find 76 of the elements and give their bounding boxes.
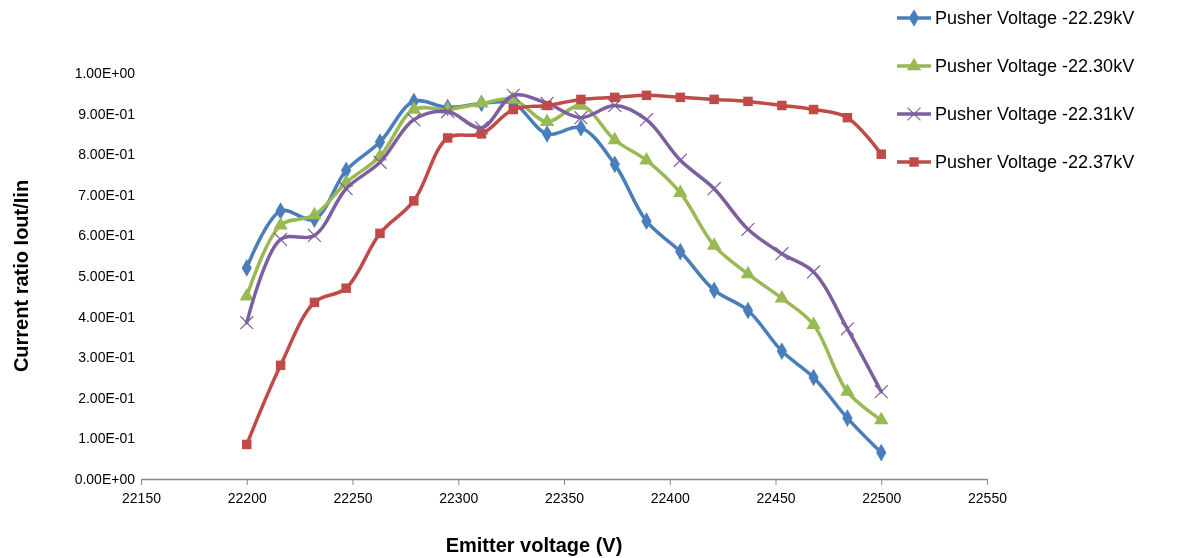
y-tick-label: 1.00E-01 bbox=[78, 430, 136, 447]
point bbox=[573, 110, 588, 125]
point bbox=[474, 120, 489, 135]
y-tick-label: 7.00E-01 bbox=[78, 186, 136, 203]
point bbox=[406, 101, 422, 114]
point bbox=[339, 181, 354, 196]
x-tick-label: 22250 bbox=[333, 489, 373, 506]
point bbox=[607, 131, 622, 145]
y-tick-label: 0.00E+00 bbox=[74, 470, 136, 487]
point bbox=[508, 104, 518, 115]
point bbox=[774, 246, 789, 261]
point bbox=[840, 383, 855, 396]
legend-label: Pusher Voltage -22.37kV bbox=[935, 152, 1135, 172]
x-tick-label: 22200 bbox=[227, 489, 267, 506]
y-tick-label: 9.00E-01 bbox=[78, 105, 136, 122]
point bbox=[840, 321, 855, 336]
y-tick-label: 4.00E-01 bbox=[78, 308, 136, 325]
point bbox=[675, 92, 686, 103]
point bbox=[876, 149, 886, 159]
y-tick-label: 5.00E-01 bbox=[78, 267, 136, 284]
x-tick-label: 22550 bbox=[968, 489, 1008, 506]
point bbox=[273, 232, 288, 247]
point bbox=[542, 100, 552, 111]
point bbox=[239, 287, 254, 301]
point bbox=[706, 237, 722, 250]
point bbox=[239, 315, 254, 330]
x-tick-label: 22150 bbox=[122, 489, 162, 506]
point bbox=[539, 113, 555, 126]
point bbox=[777, 100, 787, 111]
point bbox=[309, 297, 320, 308]
point bbox=[743, 96, 753, 107]
point bbox=[576, 94, 586, 105]
point bbox=[607, 98, 622, 113]
point bbox=[307, 206, 322, 220]
legend-label: Pusher Voltage -22.29kV bbox=[935, 8, 1135, 28]
point bbox=[673, 184, 688, 197]
point bbox=[639, 151, 654, 165]
point bbox=[806, 264, 821, 279]
point bbox=[808, 104, 819, 115]
point bbox=[806, 316, 821, 329]
x-tick-label: 22350 bbox=[545, 489, 585, 506]
point bbox=[874, 411, 889, 425]
point bbox=[709, 94, 719, 105]
x-tick-label: 22450 bbox=[756, 489, 796, 506]
point bbox=[740, 265, 756, 279]
point bbox=[874, 384, 889, 399]
point bbox=[409, 196, 419, 206]
point bbox=[242, 439, 252, 450]
point bbox=[474, 95, 489, 108]
point bbox=[639, 112, 654, 127]
y-tick-label: 2.00E-01 bbox=[78, 389, 136, 406]
x-tick-label: 22500 bbox=[862, 489, 902, 506]
point bbox=[273, 216, 288, 230]
y-tick-label: 1.00E+00 bbox=[74, 64, 136, 81]
x-axis-title: Emitter voltage (V) bbox=[445, 534, 623, 556]
point bbox=[341, 283, 351, 293]
point bbox=[307, 228, 322, 243]
y-tick-label: 6.00E-01 bbox=[78, 227, 136, 244]
legend-label: Pusher Voltage -22.31kV bbox=[935, 104, 1135, 124]
point bbox=[842, 112, 853, 123]
point bbox=[375, 228, 385, 239]
point bbox=[610, 92, 620, 103]
y-tick-label: 3.00E-01 bbox=[78, 349, 136, 366]
point bbox=[641, 90, 652, 101]
point bbox=[540, 96, 555, 111]
point bbox=[774, 290, 790, 303]
y-axis-title: Current ratio Iout/Iin bbox=[10, 179, 32, 373]
x-tick-label: 22300 bbox=[439, 489, 479, 506]
y-tick-label: 8.00E-01 bbox=[78, 146, 136, 163]
point bbox=[442, 133, 453, 143]
point bbox=[476, 129, 487, 139]
x-tick-label: 22400 bbox=[650, 489, 690, 506]
point bbox=[275, 360, 286, 371]
point bbox=[406, 112, 421, 127]
legend-label: Pusher Voltage -22.30kV bbox=[935, 56, 1135, 76]
point bbox=[440, 104, 455, 119]
